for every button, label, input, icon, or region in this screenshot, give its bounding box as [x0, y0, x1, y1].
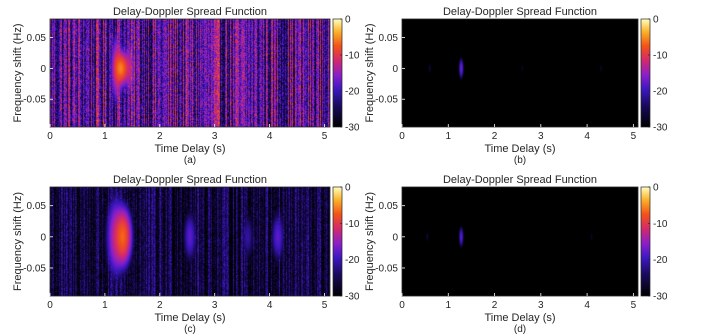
panel-label: (a) — [184, 155, 196, 166]
x-tick-label: 2 — [492, 300, 498, 311]
colorbar-tick-label: -30 — [345, 292, 360, 303]
colorbar-tick-label: -30 — [653, 292, 668, 303]
x-tick-label: 1 — [102, 300, 108, 311]
x-tick-label: 2 — [157, 131, 163, 142]
x-tick-label: 5 — [631, 300, 637, 311]
colorbar-tick-label: 0 — [345, 183, 351, 194]
y-tick-label: 0.05 — [27, 33, 47, 44]
chart-panel-c: 0 1 2 3 4 5 0.05 0 -0.05 Delay-Doppler Spread Fun… — [12, 174, 360, 335]
plot-frame — [401, 18, 639, 128]
y-tick-label: 0 — [392, 232, 398, 243]
y-tick-label: 0 — [392, 64, 398, 75]
x-tick-label: 4 — [267, 300, 273, 311]
plot-frame — [49, 186, 331, 297]
x-tick-label: 0 — [399, 300, 405, 311]
y-tick-label: 0 — [40, 64, 46, 75]
colorbar-tick-label: -20 — [345, 87, 360, 98]
colorbar — [640, 186, 651, 297]
x-tick-label: 4 — [584, 300, 590, 311]
y-axis-label: Frequency shift (Hz) — [364, 23, 376, 122]
y-tick-label: 0.05 — [379, 33, 399, 44]
x-axis-label: Time Delay (s) — [484, 143, 555, 155]
colorbar-tick-label: -10 — [345, 51, 360, 62]
x-tick-label: 3 — [212, 131, 218, 142]
y-tick-label: 0 — [40, 232, 46, 243]
colorbar-tick-label: -10 — [653, 51, 668, 62]
colorbar-tick-label: -30 — [345, 123, 360, 134]
y-tick-label: 0.05 — [27, 201, 47, 212]
colorbar — [640, 18, 651, 128]
y-axis-label: Frequency shift (Hz) — [364, 192, 376, 291]
chart-title: Delay-Doppler Spread Function — [443, 6, 597, 18]
colorbar-tick-label: -20 — [653, 255, 668, 266]
heatmap-image — [402, 19, 638, 127]
x-tick-label: 1 — [445, 300, 451, 311]
colorbar-tick-label: -20 — [345, 255, 360, 266]
x-tick-label: 5 — [631, 131, 637, 142]
heatmap-image — [50, 19, 330, 127]
y-tick-label: -0.05 — [23, 95, 46, 106]
x-tick-label: 2 — [492, 131, 498, 142]
chart-panel-b: 0 1 2 3 4 5 0.05 0 -0.05 Delay-Doppler Spread Fun… — [364, 6, 668, 166]
colorbar-tick-label: 0 — [345, 15, 351, 26]
x-tick-label: 0 — [47, 300, 53, 311]
x-tick-label: 1 — [445, 131, 451, 142]
panel-label: (c) — [184, 324, 196, 335]
colorbar — [332, 186, 343, 297]
plot-frame — [401, 186, 639, 297]
y-tick-label: -0.05 — [375, 95, 398, 106]
plot-frame — [49, 18, 331, 128]
x-tick-label: 3 — [212, 300, 218, 311]
heatmap-image — [402, 187, 638, 296]
panel-label: (d) — [514, 324, 526, 335]
chart-title: Delay-Doppler Spread Function — [443, 174, 597, 186]
x-tick-label: 4 — [267, 131, 273, 142]
x-tick-label: 0 — [399, 131, 405, 142]
chart-title: Delay-Doppler Spread Function — [113, 174, 267, 186]
x-tick-label: 4 — [584, 131, 590, 142]
chart-title: Delay-Doppler Spread Function — [113, 6, 267, 18]
colorbar — [332, 18, 343, 128]
chart-panel-d: 0 1 2 3 4 5 0.05 0 -0.05 Delay-Doppler Spread Fun… — [364, 174, 668, 335]
colorbar-tick-label: -30 — [653, 123, 668, 134]
y-tick-label: 0.05 — [379, 201, 399, 212]
x-axis-label: Time Delay (s) — [484, 312, 555, 324]
x-tick-label: 5 — [322, 300, 328, 311]
x-axis-label: Time Delay (s) — [154, 143, 225, 155]
x-tick-label: 3 — [538, 300, 544, 311]
colorbar-tick-label: 0 — [653, 15, 659, 26]
panel-label: (b) — [514, 155, 526, 166]
x-tick-label: 1 — [102, 131, 108, 142]
colorbar-tick-label: -10 — [653, 219, 668, 230]
y-tick-label: -0.05 — [23, 263, 46, 274]
chart-panel-a: 0 1 2 3 4 5 0.05 0 -0.05 Delay-Doppler Spread Fun… — [12, 6, 360, 166]
x-axis-label: Time Delay (s) — [154, 312, 225, 324]
colorbar-tick-label: -20 — [653, 87, 668, 98]
y-tick-label: -0.05 — [375, 263, 398, 274]
y-axis-label: Frequency shift (Hz) — [12, 192, 24, 291]
colorbar-tick-label: -10 — [345, 219, 360, 230]
heatmap-image — [50, 187, 330, 296]
colorbar-tick-label: 0 — [653, 183, 659, 194]
x-tick-label: 0 — [47, 131, 53, 142]
y-axis-label: Frequency shift (Hz) — [12, 23, 24, 122]
x-tick-label: 5 — [322, 131, 328, 142]
x-tick-label: 3 — [538, 131, 544, 142]
x-tick-label: 2 — [157, 300, 163, 311]
